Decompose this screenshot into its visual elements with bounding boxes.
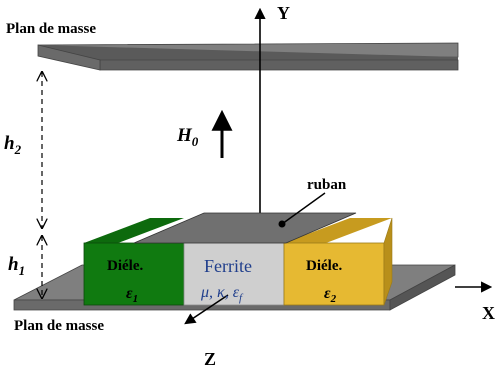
dielectric-left-block — [83, 218, 185, 306]
diel-right-perm: ε2 — [324, 285, 337, 305]
diel-left-eps-sub: 1 — [133, 293, 139, 305]
ribbon-pointer-line — [281, 192, 326, 225]
h2-main: h — [4, 133, 15, 154]
h1-main: h — [8, 254, 19, 275]
dielectric-right-block — [283, 217, 393, 306]
ferrite-params: μ, κ, εf — [200, 284, 244, 304]
axis-y-label: Y — [277, 3, 290, 23]
field-main: H — [176, 125, 193, 146]
ferrite-label: Ferrite — [204, 256, 252, 276]
axis-z-label: Z — [204, 349, 216, 369]
ribbon-pointer-dot — [278, 220, 286, 228]
ferrite-block — [183, 242, 285, 306]
h1-sub: 1 — [19, 263, 26, 278]
axis-x-label: X — [482, 303, 495, 323]
ribbon-strip — [133, 212, 357, 244]
ferrite-params-sub: f — [239, 292, 244, 304]
h2-label: h2 — [4, 133, 22, 157]
field-sub: 0 — [192, 134, 199, 149]
diel-left-perm: ε1 — [126, 285, 138, 305]
h2-sub: 2 — [14, 142, 22, 157]
top-ground-plane — [37, 42, 459, 71]
z-axis-line — [184, 294, 229, 325]
diel-right-eps: ε — [324, 285, 331, 302]
diel-left-eps: ε — [126, 285, 133, 302]
diel-left-label: Diéle. — [107, 258, 143, 274]
ferrite-params-main: μ, κ, ε — [200, 284, 240, 301]
bottom-plane-label: Plan de masse — [14, 318, 104, 334]
ribbon-label: ruban — [307, 177, 347, 193]
diel-right-eps-sub: 2 — [330, 293, 337, 305]
h1-label: h1 — [8, 254, 25, 278]
field-label: H0 — [176, 125, 199, 149]
top-plane-label: Plan de masse — [6, 21, 96, 37]
diel-right-label: Diéle. — [306, 258, 342, 274]
